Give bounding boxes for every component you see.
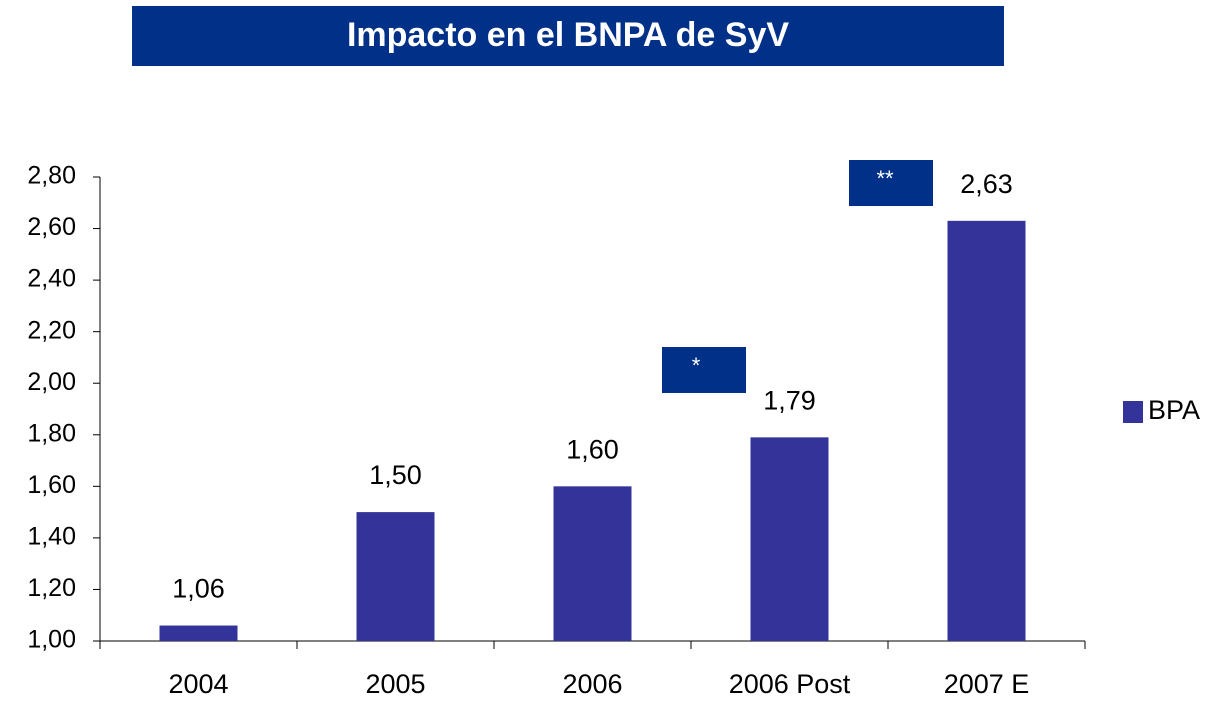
bar	[356, 512, 435, 641]
y-tick-label: 2,40	[27, 265, 76, 293]
y-tick-label: 1,60	[27, 471, 76, 499]
x-tick-label: 2004	[168, 669, 228, 699]
value-label: 1,79	[763, 385, 816, 415]
value-label: 2,63	[960, 169, 1013, 199]
y-tick-label: 2,80	[27, 162, 76, 190]
y-tick-label: 1,20	[27, 574, 76, 602]
bar	[159, 625, 238, 641]
legend-label: BPA	[1148, 395, 1200, 425]
annotation-box	[662, 347, 746, 393]
value-label: 1,06	[172, 574, 225, 604]
x-tick-label: 2006 Post	[729, 669, 851, 699]
annotation: *	[692, 353, 701, 378]
y-tick-label: 2,00	[27, 368, 76, 396]
y-tick-label: 1,80	[27, 419, 76, 447]
x-tick-label: 2005	[365, 669, 425, 699]
bar	[750, 437, 829, 641]
y-tick-label: 2,20	[27, 316, 76, 344]
y-tick-label: 1,40	[27, 522, 76, 550]
bar	[553, 486, 632, 641]
value-label: 1,50	[369, 460, 422, 490]
annotation: **	[876, 166, 894, 191]
x-tick-label: 2007 E	[944, 669, 1030, 699]
y-tick-label: 1,00	[27, 626, 76, 654]
legend-swatch	[1123, 401, 1143, 423]
value-label: 1,60	[566, 434, 619, 464]
annotation-box	[849, 160, 933, 206]
title-banner	[132, 6, 1004, 66]
x-tick-label: 2006	[562, 669, 622, 699]
bar	[947, 220, 1026, 642]
y-tick-label: 2,60	[27, 213, 76, 241]
chart-title: Impacto en el BNPA de SyV	[347, 16, 789, 54]
